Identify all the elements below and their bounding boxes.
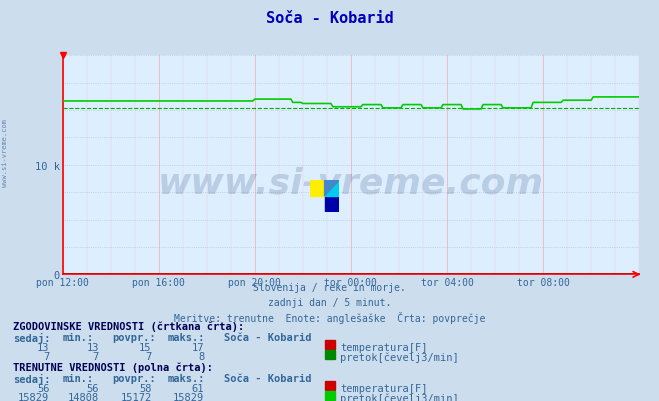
Text: 15172: 15172 — [121, 392, 152, 401]
Text: zadnji dan / 5 minut.: zadnji dan / 5 minut. — [268, 297, 391, 307]
Polygon shape — [325, 180, 339, 196]
Bar — [325, 180, 339, 196]
Text: 15829: 15829 — [173, 392, 204, 401]
Text: 56: 56 — [37, 383, 49, 393]
Text: Soča - Kobarid: Soča - Kobarid — [224, 332, 312, 342]
Bar — [325, 196, 339, 213]
Text: pretok[čevelj3/min]: pretok[čevelj3/min] — [340, 392, 459, 401]
Text: 14808: 14808 — [68, 392, 99, 401]
Text: temperatura[F]: temperatura[F] — [340, 383, 428, 393]
Text: 7: 7 — [93, 351, 99, 361]
Text: Slovenija / reke in morje.: Slovenija / reke in morje. — [253, 283, 406, 293]
Text: Meritve: trenutne  Enote: anglešaške  Črta: povprečje: Meritve: trenutne Enote: anglešaške Črta… — [174, 312, 485, 324]
Text: ZGODOVINSKE VREDNOSTI (črtkana črta):: ZGODOVINSKE VREDNOSTI (črtkana črta): — [13, 321, 244, 331]
Text: 17: 17 — [192, 342, 204, 352]
Text: pretok[čevelj3/min]: pretok[čevelj3/min] — [340, 351, 459, 362]
Text: min.:: min.: — [63, 373, 94, 383]
Text: min.:: min.: — [63, 332, 94, 342]
Text: 15829: 15829 — [18, 392, 49, 401]
Text: povpr.:: povpr.: — [112, 332, 156, 342]
Bar — [310, 180, 325, 196]
Text: maks.:: maks.: — [168, 332, 206, 342]
Text: sedaj:: sedaj: — [13, 332, 51, 343]
Polygon shape — [325, 180, 339, 196]
Text: 13: 13 — [37, 342, 49, 352]
Text: Soča - Kobarid: Soča - Kobarid — [224, 373, 312, 383]
Text: 56: 56 — [86, 383, 99, 393]
Text: 7: 7 — [43, 351, 49, 361]
Text: www.si-vreme.com: www.si-vreme.com — [2, 118, 9, 186]
Text: povpr.:: povpr.: — [112, 373, 156, 383]
Text: 58: 58 — [139, 383, 152, 393]
Text: Soča - Kobarid: Soča - Kobarid — [266, 11, 393, 26]
Text: 7: 7 — [146, 351, 152, 361]
Text: temperatura[F]: temperatura[F] — [340, 342, 428, 352]
Text: 61: 61 — [192, 383, 204, 393]
Text: www.si-vreme.com: www.si-vreme.com — [158, 166, 544, 200]
Text: maks.:: maks.: — [168, 373, 206, 383]
Text: 8: 8 — [198, 351, 204, 361]
Text: 13: 13 — [86, 342, 99, 352]
Text: sedaj:: sedaj: — [13, 373, 51, 384]
Text: 15: 15 — [139, 342, 152, 352]
Text: TRENUTNE VREDNOSTI (polna črta):: TRENUTNE VREDNOSTI (polna črta): — [13, 362, 213, 372]
